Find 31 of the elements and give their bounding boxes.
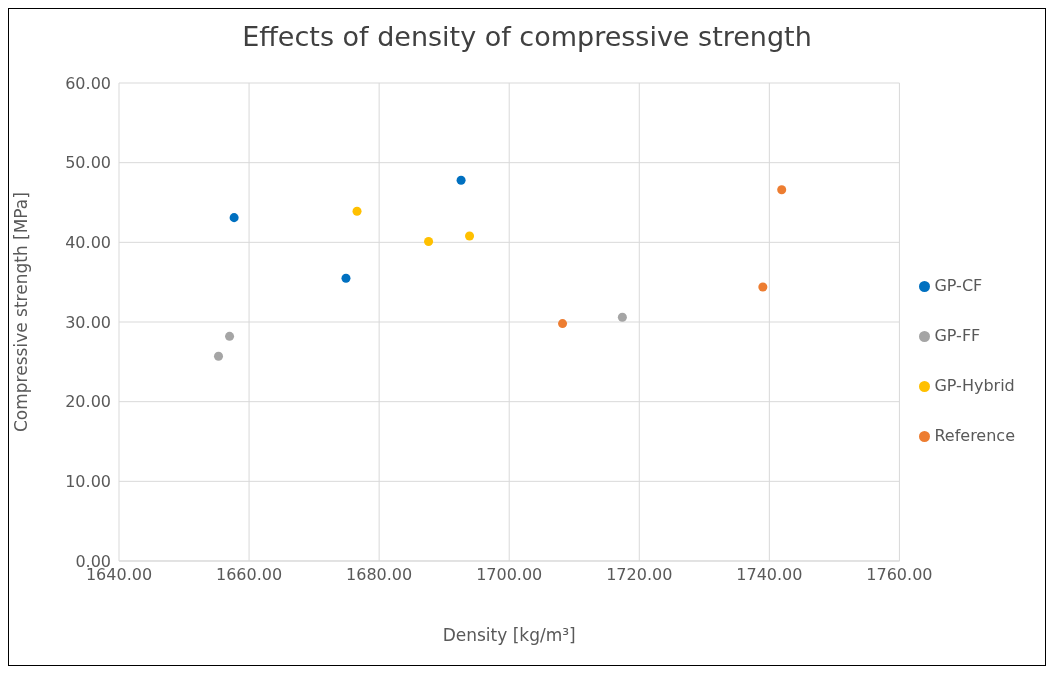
y-tick-label: 10.00 [65, 472, 111, 492]
point [617, 312, 627, 322]
legend-label: GP-Hybrid [934, 376, 1015, 395]
point [558, 319, 568, 329]
x-tick-label: 1760.00 [866, 565, 933, 585]
point [341, 273, 351, 283]
y-tick-label: 50.00 [65, 153, 111, 173]
chart-title: Effects of density of compressive strength [241, 21, 813, 54]
x-tick-label: 1740.00 [736, 565, 803, 585]
legend-label: GP-CF [934, 276, 983, 295]
y-tick-label: 40.00 [65, 233, 111, 253]
point [758, 282, 768, 292]
y-tick-label: 60.00 [65, 73, 111, 93]
point [229, 213, 239, 223]
legend-label: Reference [934, 426, 1015, 445]
x-tick-label: 1720.00 [606, 565, 673, 585]
x-axis-title: Density [kg/m³] [442, 625, 576, 645]
legend-label: GP-FF [934, 326, 981, 345]
y-tick-label: 20.00 [65, 392, 111, 412]
point [424, 237, 434, 247]
x-tick-label: 1680.00 [346, 565, 413, 585]
point [456, 175, 466, 185]
y-axis-title: Compressive strength [MPa] [11, 192, 32, 432]
point [225, 331, 235, 341]
point [213, 351, 224, 361]
x-tick-label: 1700.00 [476, 565, 543, 585]
point [465, 231, 475, 241]
y-tick-label: 30.00 [65, 312, 111, 332]
x-tick-label: 1660.00 [215, 565, 283, 585]
point [777, 185, 787, 195]
point [352, 206, 362, 216]
